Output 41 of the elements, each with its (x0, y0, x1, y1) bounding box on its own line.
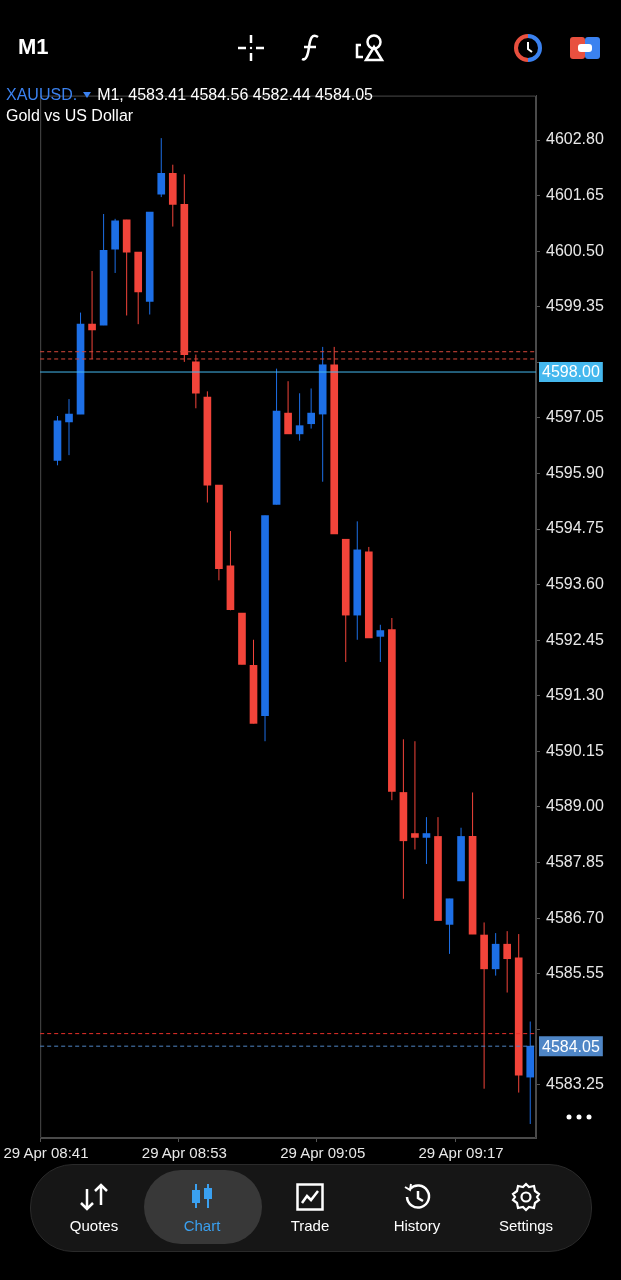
y-tick-label: 4589.00 (546, 797, 604, 815)
text: Settings (497, 1217, 555, 1234)
x-tick-label: 29 Apr 09:17 (418, 1144, 504, 1162)
annotation: M1, 4583.41 4584.56 4582.44 4584.05 (97, 86, 373, 103)
y-tick-label: 4586.70 (546, 908, 604, 926)
candlestick (65, 398, 73, 456)
y-tick-label: 4594.75 (546, 519, 604, 537)
text: Chart (182, 1217, 222, 1234)
candlestick (411, 740, 419, 850)
y-tick-label: 4601.65 (546, 186, 604, 204)
text: Quotes (68, 1217, 120, 1234)
text: Trade (289, 1217, 331, 1234)
candlestick (88, 270, 96, 360)
y-tick-label: 4593.60 (546, 575, 604, 593)
y-tick-label: 4600.50 (546, 241, 604, 259)
x-tick-label: 29 Apr 08:53 (141, 1144, 227, 1162)
y-tick-label: 4592.45 (546, 630, 604, 648)
y-tick-label: 4583.25 (546, 1075, 604, 1093)
x-tick-label: 29 Apr 09:05 (280, 1144, 366, 1162)
x-tick-label: 29 Apr 08:41 (3, 1144, 89, 1162)
y-tick-label: 4595.90 (546, 463, 604, 481)
ref-line-label: 4584.05 (542, 1037, 600, 1055)
candlestick (307, 387, 315, 430)
y-tick-label: 4602.80 (546, 130, 604, 148)
text: M1 (18, 34, 49, 60)
text: Gold vs US Dollar (6, 107, 134, 125)
text: History (392, 1217, 442, 1234)
ref-line-label: 4598.00 (542, 363, 600, 381)
y-tick-label: 4587.85 (546, 852, 604, 870)
candlestick (376, 624, 385, 663)
candlestick (295, 392, 304, 442)
candlestick (422, 816, 431, 865)
candlestick (284, 380, 292, 435)
y-tick-label: 4591.30 (546, 686, 604, 704)
candlestick (157, 137, 166, 198)
y-tick-label: 4585.55 (546, 964, 604, 982)
candlestick (503, 930, 511, 994)
chart-title: XAUUSD. (6, 86, 78, 103)
y-tick-label: 4590.15 (546, 741, 604, 759)
y-tick-label: 4599.35 (546, 297, 604, 315)
y-tick-label: 4597.05 (546, 408, 604, 426)
